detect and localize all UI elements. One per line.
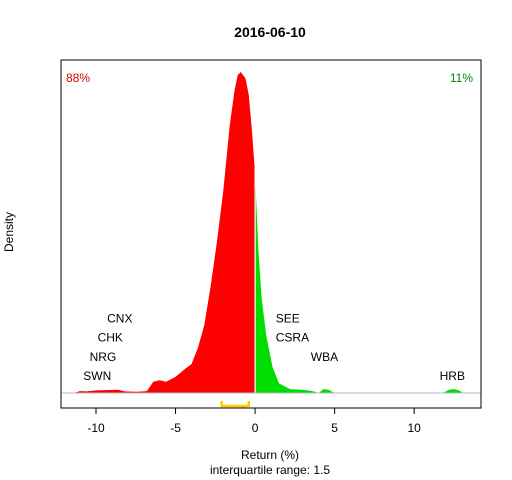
- x-tick-label-2: 0: [252, 421, 259, 435]
- x-tick-label-1: -5: [170, 421, 181, 435]
- annotation-cnx: CNX: [107, 311, 132, 325]
- annotation-swn: SWN: [83, 369, 111, 383]
- percent-positive-label: 11%: [450, 71, 473, 85]
- positive-density-area: [255, 174, 464, 393]
- x-tick-label-0: -10: [87, 421, 105, 435]
- percent-negative-label: 88%: [66, 71, 90, 85]
- annotation-see: SEE: [276, 311, 300, 325]
- plot-frame: [60, 59, 482, 409]
- x-axis-label: Return (%): [241, 448, 299, 462]
- negative-density-area: [73, 72, 256, 393]
- chart-title: 2016-06-10: [234, 24, 306, 40]
- iqr-caption: interquartile range: 1.5: [210, 463, 330, 477]
- annotation-csra: CSRA: [276, 331, 309, 345]
- annotation-chk: CHK: [98, 331, 123, 345]
- x-tick-label-4: 10: [408, 421, 422, 435]
- x-tick-label-3: 5: [331, 421, 338, 435]
- iqr-bracket: [220, 401, 250, 408]
- annotation-hrb: HRB: [440, 369, 465, 383]
- annotation-wba: WBA: [311, 350, 338, 364]
- annotation-nrg: NRG: [90, 350, 117, 364]
- y-axis-label: Density: [2, 212, 16, 252]
